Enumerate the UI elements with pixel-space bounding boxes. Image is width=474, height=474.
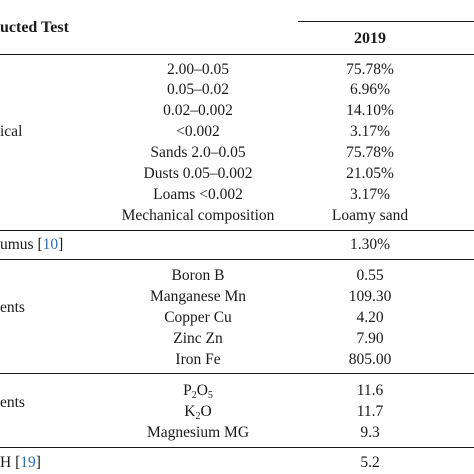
category-label: umus [10] bbox=[0, 236, 64, 253]
section-divider bbox=[0, 259, 474, 260]
category-label: ical bbox=[0, 123, 23, 140]
header-test-label: ucted Test bbox=[0, 19, 69, 36]
category-label: H [19] bbox=[0, 454, 41, 471]
section-divider bbox=[0, 447, 474, 448]
citation-link[interactable]: 19 bbox=[20, 454, 36, 471]
citation-link[interactable]: 10 bbox=[42, 236, 59, 253]
header-year-rule bbox=[298, 21, 474, 22]
category-label: ents bbox=[0, 299, 25, 316]
category-label: ents bbox=[0, 394, 25, 411]
section-divider bbox=[0, 230, 474, 231]
header-bottom-rule bbox=[0, 54, 474, 55]
section-divider bbox=[0, 373, 474, 374]
